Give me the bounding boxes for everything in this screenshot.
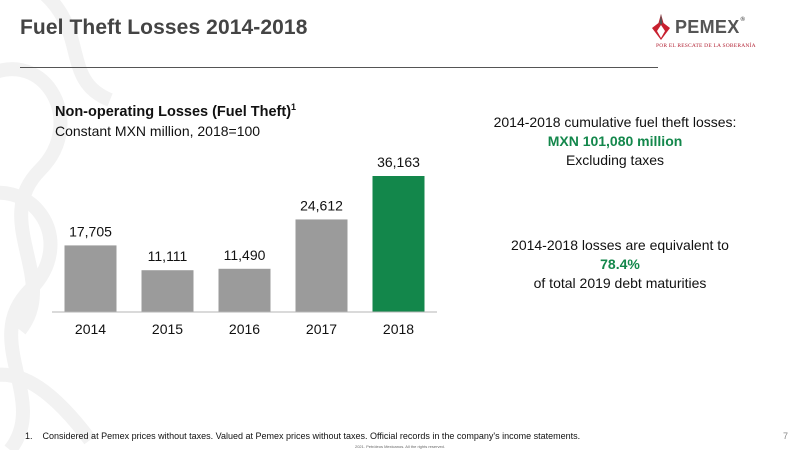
logo-tagline: POR EL RESCATE DE LA SOBERANÍA [656, 43, 756, 49]
page-number: 7 [782, 431, 788, 441]
flame-icon [652, 14, 670, 40]
callout-highlight: MXN 101,080 million [547, 133, 683, 149]
cumulative-losses-callout: 2014-2018 cumulative fuel theft losses: … [460, 113, 770, 170]
bar-2018 [372, 176, 425, 312]
logo-wordmark: PEMEX® [675, 17, 746, 37]
slide-title: Fuel Theft Losses 2014-2018 [20, 16, 308, 39]
bar-2014 [64, 245, 117, 312]
callout-line: of total 2019 debt maturities [533, 275, 707, 291]
bar-2015 [141, 270, 194, 312]
chart-subtitle: Constant MXN million, 2018=100 [55, 123, 261, 139]
callout-line: 2014-2018 cumulative fuel theft losses: [493, 114, 737, 130]
bar-2017 [295, 219, 348, 312]
callout-highlight: 78.4% [600, 256, 640, 272]
x-tick-label-2017: 2017 [306, 321, 337, 337]
x-tick-label-2014: 2014 [75, 321, 106, 337]
data-label-2015: 11,111 [148, 248, 188, 264]
pemex-logo: PEMEX® POR EL RESCATE DE LA SOBERANÍA [650, 14, 780, 56]
callout-line: Excluding taxes [565, 152, 665, 168]
copyright-notice: 2021. Petróleos Mexicanos. All the right… [354, 444, 446, 449]
data-label-2014: 17,705 [69, 223, 112, 239]
data-label-2018: 36,163 [377, 154, 420, 170]
chart-title: Non-operating Losses (Fuel Theft)1 [55, 102, 297, 120]
callout-line: 2014-2018 losses are equivalent to [511, 237, 729, 253]
title-divider [20, 67, 658, 68]
data-label-2016: 11,490 [224, 247, 266, 263]
bar-2016 [218, 268, 271, 312]
data-label-2017: 24,612 [300, 197, 343, 213]
x-tick-label-2018: 2018 [383, 321, 414, 337]
x-tick-label-2015: 2015 [152, 321, 183, 337]
debt-equivalence-callout: 2014-2018 losses are equivalent to 78.4%… [470, 236, 770, 293]
footnote: 1. Considered at Pemex prices without ta… [25, 431, 581, 441]
x-tick-label-2016: 2016 [229, 321, 260, 337]
